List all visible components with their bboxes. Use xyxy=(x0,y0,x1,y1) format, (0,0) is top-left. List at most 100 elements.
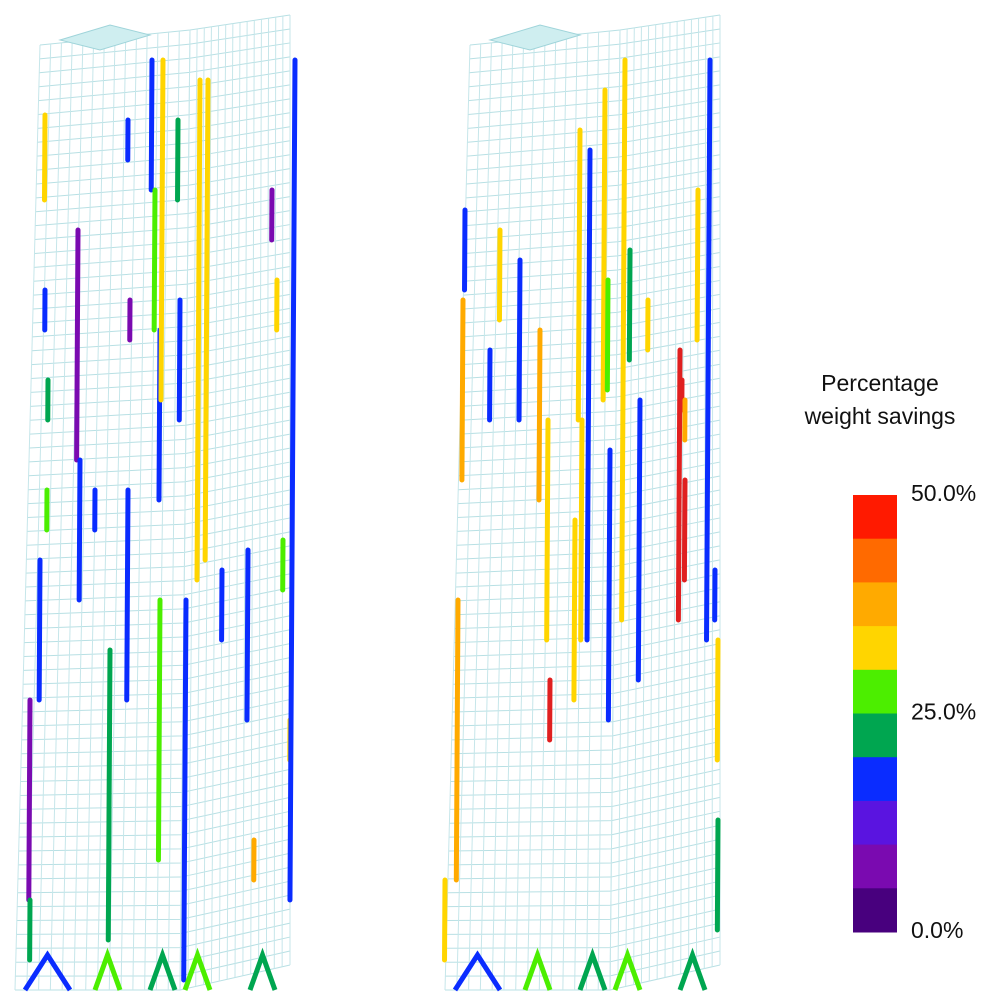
column xyxy=(547,420,548,640)
column xyxy=(161,60,163,400)
building-models xyxy=(15,15,720,990)
column xyxy=(717,820,718,930)
column xyxy=(179,300,180,420)
legend-title-line: Percentage xyxy=(821,370,939,396)
floor-line xyxy=(16,937,290,962)
column xyxy=(678,350,680,620)
base-brace xyxy=(525,955,550,990)
column xyxy=(127,490,128,700)
frame-line xyxy=(274,17,275,968)
floor-line xyxy=(18,853,290,879)
column xyxy=(290,60,295,900)
floor-line xyxy=(447,881,720,906)
floor-line xyxy=(19,811,290,837)
base-brace xyxy=(150,955,175,990)
floor-line xyxy=(20,783,290,809)
column xyxy=(158,600,160,860)
floor-line xyxy=(453,644,720,671)
column xyxy=(697,190,698,340)
column xyxy=(608,450,610,720)
floor-line xyxy=(446,923,720,948)
column xyxy=(638,400,640,680)
floor-line xyxy=(450,783,720,809)
column xyxy=(622,60,625,620)
floor-line xyxy=(448,839,720,865)
column xyxy=(456,600,458,880)
floor-line xyxy=(446,937,720,962)
column xyxy=(462,300,463,480)
floor-line xyxy=(469,71,720,101)
column xyxy=(205,80,208,560)
floor-line xyxy=(16,923,290,948)
floor-line xyxy=(448,867,720,893)
floor-line xyxy=(464,225,720,254)
column xyxy=(587,150,590,640)
column xyxy=(499,230,500,320)
floor-line xyxy=(449,825,720,851)
column xyxy=(247,550,248,720)
floor-line xyxy=(24,616,290,643)
column xyxy=(581,420,582,640)
column xyxy=(519,260,520,420)
floor-line xyxy=(27,504,290,531)
column xyxy=(197,80,200,580)
column xyxy=(717,640,718,760)
floor-line xyxy=(16,909,290,934)
frame-line xyxy=(626,28,635,987)
legend-title-line: weight savings xyxy=(804,403,956,429)
legend-tick-label: 25.0% xyxy=(911,699,976,725)
column xyxy=(539,330,540,500)
column xyxy=(151,60,152,190)
color-legend: Percentage weight savings 50.0% 25.0% 0.0% xyxy=(804,370,977,943)
legend-swatch xyxy=(853,714,897,758)
floor-line xyxy=(465,211,720,240)
frame-line xyxy=(712,16,713,967)
column xyxy=(578,130,580,420)
base-brace xyxy=(250,955,275,990)
frame-line xyxy=(282,16,283,967)
legend-swatch xyxy=(853,888,897,932)
building xyxy=(445,15,720,990)
floor-line xyxy=(24,630,290,657)
floor-line xyxy=(25,602,290,629)
column xyxy=(603,90,605,400)
legend-swatch xyxy=(853,670,897,714)
column xyxy=(684,480,685,580)
floor-line xyxy=(446,909,720,934)
floor-line xyxy=(19,825,290,851)
floor-line xyxy=(17,895,290,920)
base-brace xyxy=(580,955,605,990)
floor-line xyxy=(19,797,290,823)
column xyxy=(29,700,30,900)
column xyxy=(108,650,110,940)
column xyxy=(607,280,608,390)
legend-swatch xyxy=(853,495,897,539)
legend-swatch xyxy=(853,801,897,845)
column xyxy=(574,520,575,700)
floor-line xyxy=(465,197,720,226)
base-brace xyxy=(680,955,705,990)
legend-swatch xyxy=(853,757,897,801)
column xyxy=(184,600,186,980)
legend-swatch xyxy=(853,626,897,670)
column xyxy=(154,190,155,330)
column xyxy=(44,115,45,200)
column xyxy=(77,230,78,460)
legend-tick-label: 0.0% xyxy=(911,917,963,943)
floor-line xyxy=(469,43,720,73)
building xyxy=(15,15,295,990)
floor-line xyxy=(27,518,290,545)
legend-swatch xyxy=(853,582,897,626)
floor-line xyxy=(447,895,720,920)
floor-line xyxy=(23,644,290,671)
legend-swatch xyxy=(853,539,897,583)
figure: Percentage weight savings 50.0% 25.0% 0.0% xyxy=(0,0,999,997)
floor-line xyxy=(464,239,720,268)
base-brace xyxy=(95,955,120,990)
column xyxy=(39,560,40,700)
column xyxy=(707,60,710,640)
floor-line xyxy=(17,881,290,906)
legend-tick-label: 50.0% xyxy=(911,480,976,506)
floor-line xyxy=(449,797,720,823)
floor-line xyxy=(449,811,720,837)
